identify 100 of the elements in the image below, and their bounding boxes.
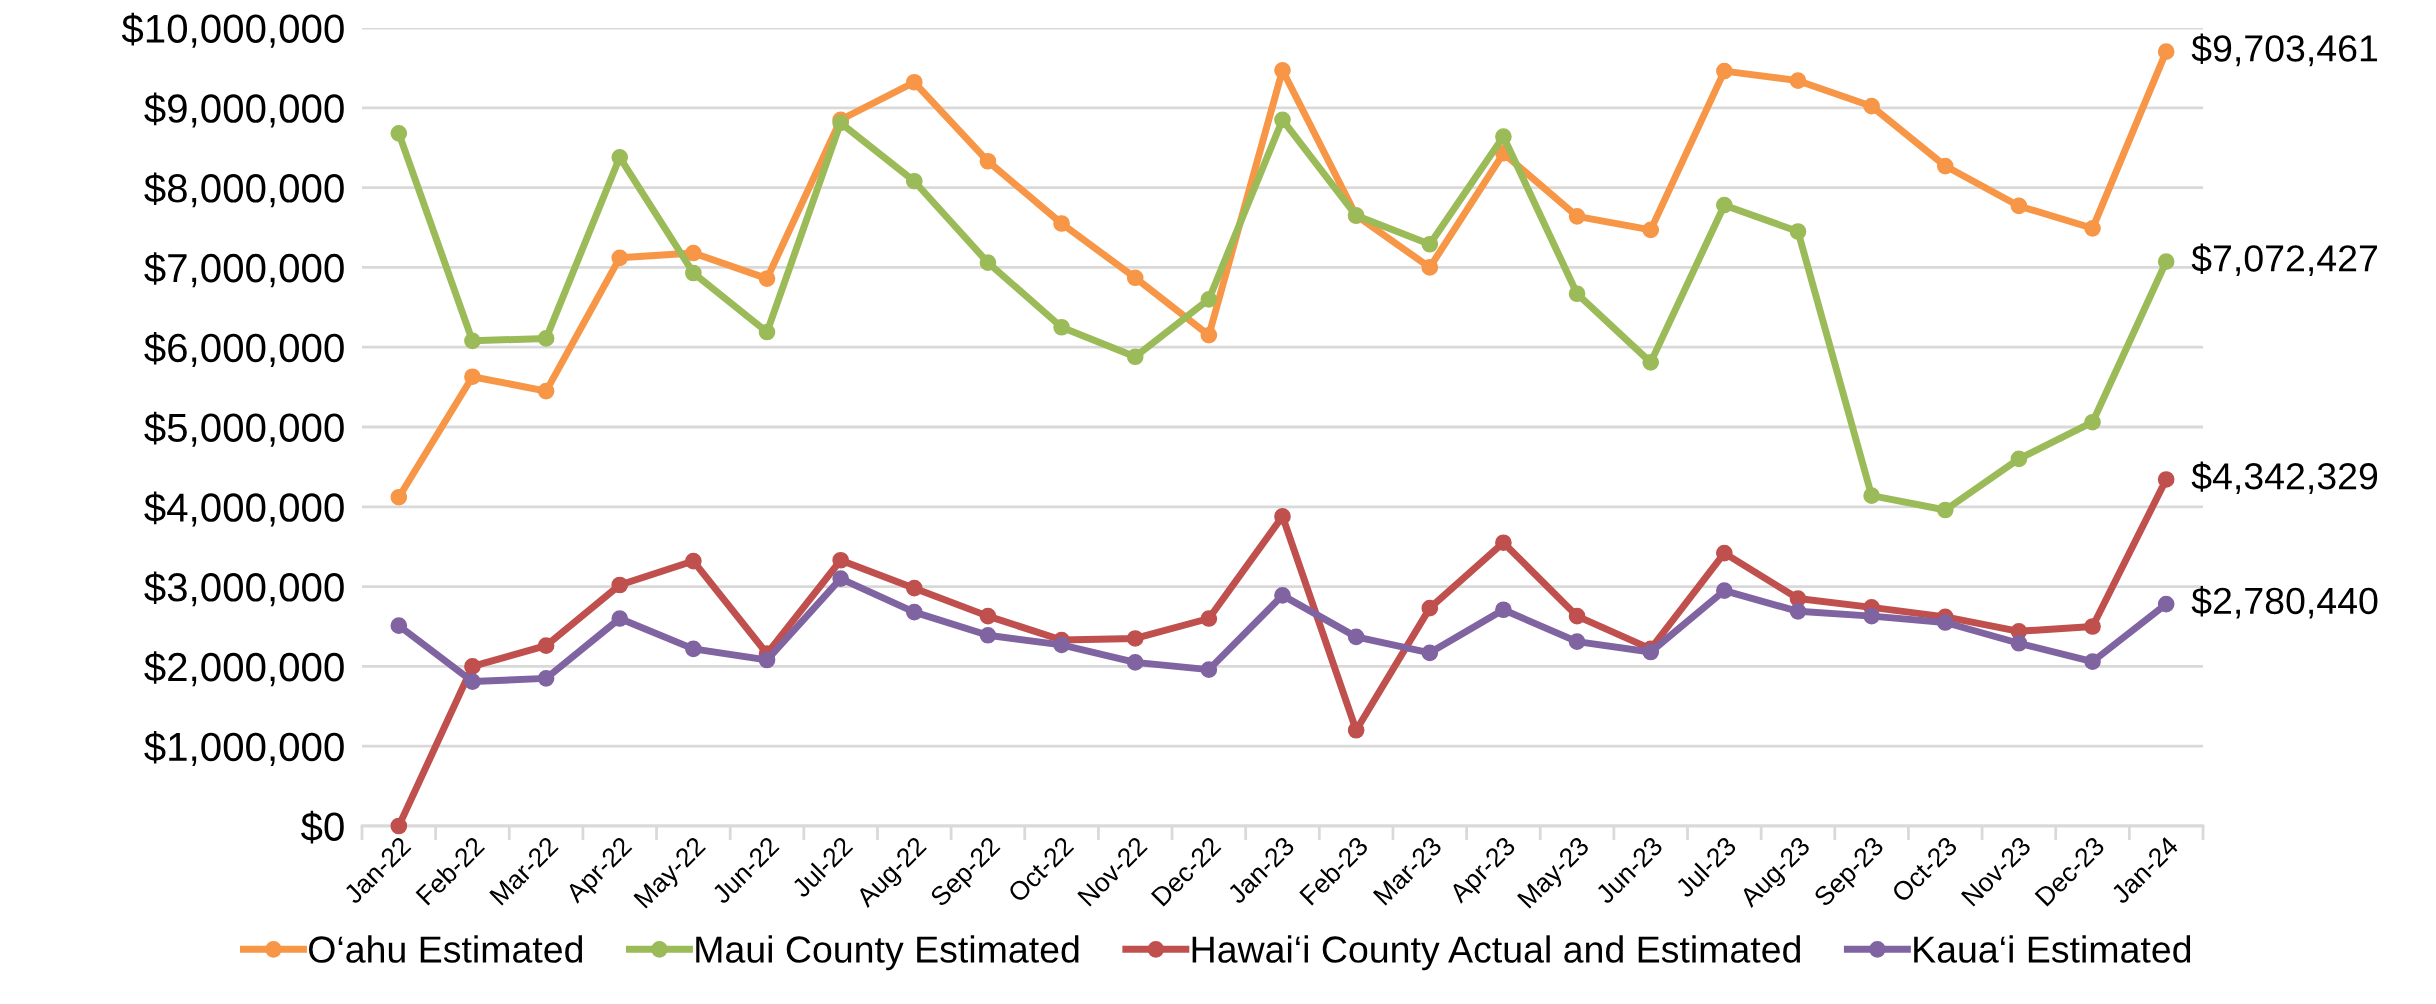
point bbox=[2157, 43, 2175, 60]
point bbox=[685, 552, 702, 570]
point bbox=[685, 264, 702, 282]
point bbox=[1200, 290, 1218, 308]
point bbox=[1789, 223, 1807, 240]
y-tick-label: $10,000,000 bbox=[121, 12, 344, 48]
point bbox=[1495, 601, 1512, 619]
point bbox=[1863, 487, 1880, 504]
point bbox=[1126, 630, 1144, 647]
point bbox=[1274, 111, 1291, 129]
point bbox=[1568, 285, 1586, 303]
y-tick-label: $6,000,000 bbox=[144, 331, 344, 367]
data-label: $2,780,440 bbox=[2191, 586, 2378, 619]
point bbox=[2157, 595, 2175, 613]
data-label: $4,342,329 bbox=[2191, 461, 2378, 494]
point bbox=[2157, 253, 2175, 270]
point bbox=[1495, 128, 1512, 145]
point bbox=[905, 603, 923, 621]
point bbox=[1421, 644, 1439, 662]
point bbox=[905, 172, 923, 190]
point bbox=[537, 382, 555, 400]
point bbox=[2084, 653, 2101, 670]
point bbox=[1126, 654, 1144, 671]
point bbox=[1274, 508, 1291, 525]
point bbox=[611, 148, 629, 166]
legend-label: Kaua‘i Estimated bbox=[1914, 935, 2191, 963]
point bbox=[2084, 413, 2101, 431]
y-tick-label: $5,000,000 bbox=[144, 411, 344, 447]
point bbox=[390, 617, 408, 635]
data-label: $9,703,461 bbox=[2191, 33, 2378, 67]
point bbox=[979, 607, 997, 625]
point bbox=[1568, 633, 1586, 650]
point bbox=[1126, 269, 1144, 287]
data-label: $7,072,427 bbox=[2191, 243, 2377, 277]
point bbox=[611, 249, 629, 267]
point bbox=[1863, 607, 1880, 625]
point bbox=[2010, 197, 2028, 215]
point bbox=[758, 323, 776, 341]
point bbox=[1421, 259, 1439, 276]
point bbox=[1274, 61, 1291, 79]
y-tick-label: $3,000,000 bbox=[144, 571, 344, 607]
point bbox=[1715, 196, 1733, 214]
point bbox=[832, 551, 849, 569]
point bbox=[979, 254, 997, 271]
point bbox=[390, 488, 408, 506]
point bbox=[1568, 607, 1586, 625]
y-tick-label: $1,000,000 bbox=[144, 730, 344, 766]
point bbox=[1936, 157, 1954, 175]
point bbox=[1421, 599, 1439, 617]
point bbox=[758, 270, 776, 287]
point bbox=[1053, 215, 1070, 232]
point bbox=[1863, 97, 1880, 115]
y-tick-label: $8,000,000 bbox=[144, 172, 344, 208]
legend-label: Hawai‘i County Actual and Estimated bbox=[1192, 935, 1800, 971]
point bbox=[1200, 326, 1218, 344]
point bbox=[1789, 603, 1807, 620]
point bbox=[1347, 628, 1365, 646]
point bbox=[1642, 221, 1660, 239]
point bbox=[979, 152, 997, 170]
point bbox=[2084, 219, 2101, 237]
point bbox=[464, 658, 481, 675]
point bbox=[905, 73, 923, 91]
point bbox=[2010, 450, 2028, 468]
point bbox=[1200, 661, 1218, 678]
point bbox=[832, 570, 849, 587]
point bbox=[611, 610, 629, 627]
point bbox=[464, 673, 481, 690]
point bbox=[1936, 501, 1954, 519]
point bbox=[1274, 587, 1291, 604]
point bbox=[390, 817, 408, 835]
point bbox=[1715, 582, 1733, 599]
point bbox=[979, 626, 997, 644]
point bbox=[1568, 207, 1586, 225]
y-tick-label: $0 bbox=[300, 810, 344, 844]
y-tick-label: $4,000,000 bbox=[144, 491, 344, 527]
point bbox=[1715, 544, 1733, 562]
point bbox=[905, 579, 923, 597]
point bbox=[1126, 348, 1144, 366]
point bbox=[1642, 354, 1660, 371]
point bbox=[1936, 614, 1954, 631]
point bbox=[1421, 235, 1439, 253]
point bbox=[2157, 471, 2175, 488]
legend-label: O‘ahu Estimated bbox=[309, 935, 583, 963]
y-tick-label: $2,000,000 bbox=[144, 651, 344, 687]
point bbox=[537, 670, 555, 687]
point bbox=[1715, 62, 1733, 80]
legend-label: Maui County Estimated bbox=[696, 935, 1079, 971]
y-tick-label: $7,000,000 bbox=[144, 252, 344, 288]
point bbox=[1053, 636, 1070, 654]
point bbox=[390, 125, 408, 142]
point bbox=[2084, 618, 2101, 635]
point bbox=[2010, 634, 2028, 652]
point bbox=[685, 244, 702, 262]
point bbox=[1789, 72, 1807, 90]
point bbox=[758, 651, 776, 669]
y-tick-label: $9,000,000 bbox=[144, 92, 344, 128]
point bbox=[611, 576, 629, 594]
point bbox=[1495, 534, 1512, 552]
point bbox=[685, 640, 702, 658]
point bbox=[1053, 318, 1070, 336]
